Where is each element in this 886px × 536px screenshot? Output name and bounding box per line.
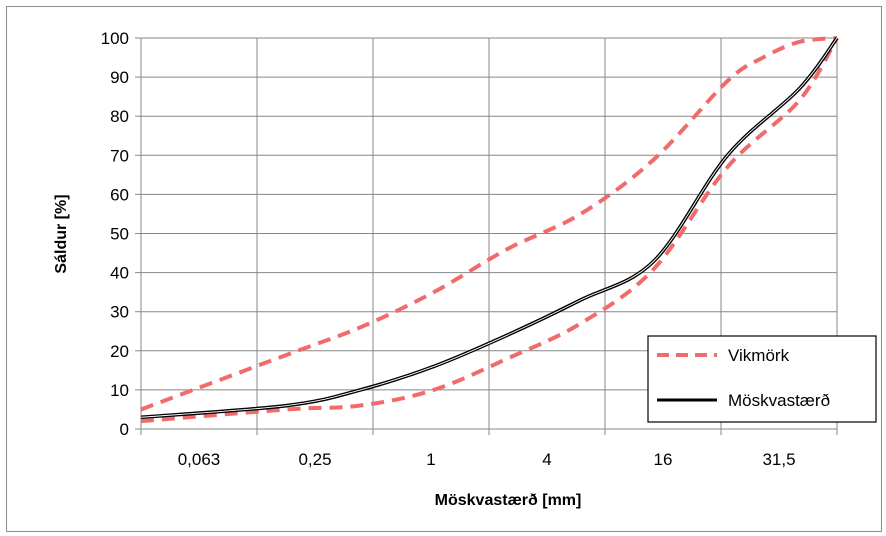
legend: Vikmörk Möskvastærð (647, 335, 877, 423)
legend-box (647, 335, 877, 423)
x-axis-title: Möskvastærð [mm] (435, 492, 582, 509)
x-tick-label: 4 (542, 450, 551, 469)
axes (135, 37, 838, 435)
y-tick-label: 60 (110, 185, 129, 204)
series-lines (140, 36, 839, 424)
x-tick-labels: 0,063 0,25 1 4 16 31,5 (178, 450, 796, 469)
y-tick-labels: 0 10 20 30 40 50 60 70 80 90 100 (101, 29, 129, 439)
series-line-vikmork-1 (140, 36, 839, 424)
y-tick-label: 50 (110, 225, 129, 244)
x-tick-label: 1 (426, 450, 435, 469)
legend-label-vikmork: Vikmörk (728, 346, 790, 365)
series-line-moskvastaerd-core (140, 37, 838, 418)
y-tick-label: 70 (110, 146, 129, 165)
y-tick-label: 100 (101, 29, 129, 48)
x-tick-label: 0,25 (298, 450, 331, 469)
y-tick-label: 40 (110, 264, 129, 283)
y-tick-label: 0 (120, 420, 129, 439)
series-line-vikmork-0 (140, 36, 838, 412)
y-tick-label: 90 (110, 68, 129, 87)
legend-label-moskvastaerd: Möskvastærð (728, 391, 830, 410)
x-tick-label: 31,5 (762, 450, 795, 469)
chart-frame (6, 6, 882, 532)
y-tick-label: 10 (110, 381, 129, 400)
y-axis-title: Sáldur [%] (53, 194, 70, 273)
y-tick-label: 30 (110, 303, 129, 322)
x-tick-label: 0,063 (178, 450, 221, 469)
y-tick-label: 20 (110, 342, 129, 361)
x-tick-label: 16 (654, 450, 673, 469)
y-tick-label: 80 (110, 107, 129, 126)
